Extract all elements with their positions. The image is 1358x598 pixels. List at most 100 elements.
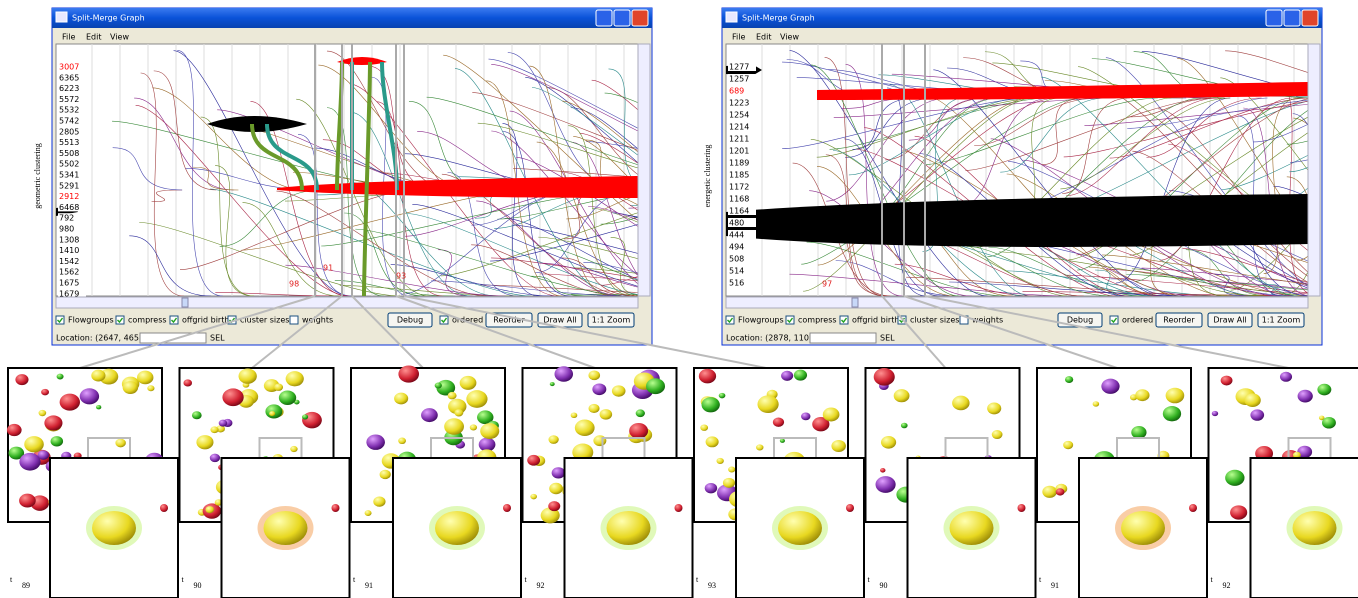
checkbox-label[interactable]: weights xyxy=(972,316,1003,325)
button-label[interactable]: 1:1 Zoom xyxy=(1262,316,1301,325)
button-label[interactable]: Debug xyxy=(397,316,423,325)
cluster-label[interactable]: 2805 xyxy=(59,127,79,136)
horizontal-scrollbar[interactable] xyxy=(55,296,639,309)
cluster-label[interactable]: 1189 xyxy=(729,159,749,168)
cluster-label[interactable]: 5572 xyxy=(59,95,79,104)
checkbox-label[interactable]: ordered xyxy=(1122,316,1153,325)
checkbox-label[interactable]: cluster sizes xyxy=(240,316,289,325)
cluster-label[interactable]: 480 xyxy=(729,219,744,228)
menu-item[interactable]: View xyxy=(780,33,799,42)
button-label[interactable]: Debug xyxy=(1067,316,1093,325)
cluster-label[interactable]: 5291 xyxy=(59,181,79,190)
button-label[interactable]: Draw All xyxy=(1213,316,1246,325)
cluster-label[interactable]: 5532 xyxy=(59,106,79,115)
checkbox[interactable] xyxy=(839,315,849,325)
cluster-label[interactable]: 1164 xyxy=(729,207,749,216)
scroll-thumb[interactable] xyxy=(851,297,859,308)
cluster-label[interactable]: 1308 xyxy=(59,235,79,244)
button[interactable] xyxy=(587,312,635,328)
cluster-label[interactable]: 1257 xyxy=(729,75,749,84)
vertical-scrollbar[interactable] xyxy=(637,43,651,297)
cluster-label[interactable]: 792 xyxy=(59,214,74,223)
cluster-blob xyxy=(949,511,994,545)
menu-item[interactable]: Edit xyxy=(756,33,772,42)
cluster-label[interactable]: 1675 xyxy=(59,279,79,288)
cluster-label[interactable]: 1223 xyxy=(729,99,749,108)
checkbox[interactable] xyxy=(169,315,179,325)
cluster-label[interactable]: 6365 xyxy=(59,73,79,82)
checkbox-label[interactable]: ordered xyxy=(452,316,483,325)
cluster-label[interactable]: 508 xyxy=(729,255,744,264)
cluster-label[interactable]: 5742 xyxy=(59,117,79,126)
cluster-label[interactable]: 1542 xyxy=(59,257,79,266)
menu-item[interactable]: Edit xyxy=(86,33,102,42)
cluster-label[interactable]: 1277 xyxy=(729,63,749,72)
checkbox-label[interactable]: Flowgroups xyxy=(738,316,784,325)
checkbox-label[interactable]: offgrid birth xyxy=(852,316,899,325)
cluster-label[interactable]: 689 xyxy=(729,87,744,96)
button-label[interactable]: Reorder xyxy=(1163,316,1195,325)
cluster-label[interactable]: 6468 xyxy=(59,203,79,212)
cluster-label[interactable]: 1168 xyxy=(729,195,749,204)
menu-item[interactable]: File xyxy=(732,33,745,42)
maximize-button[interactable] xyxy=(613,9,631,27)
cluster-label[interactable]: 5341 xyxy=(59,171,79,180)
checkbox[interactable] xyxy=(289,315,299,325)
cluster-label[interactable]: 516 xyxy=(729,279,744,288)
button-label[interactable]: 1:1 Zoom xyxy=(592,316,631,325)
close-button[interactable] xyxy=(631,9,649,27)
cluster-label[interactable]: 980 xyxy=(59,225,74,234)
cluster-label[interactable]: 1410 xyxy=(59,246,79,255)
cluster-label[interactable]: 1254 xyxy=(729,111,749,120)
cluster-label[interactable]: 2912 xyxy=(59,192,79,201)
cluster-label[interactable]: 444 xyxy=(729,231,744,240)
flow-curve xyxy=(608,194,638,206)
button[interactable] xyxy=(1207,312,1253,328)
cluster-label[interactable]: 1201 xyxy=(729,147,749,156)
checkbox-label[interactable]: weights xyxy=(302,316,333,325)
checkbox-label[interactable]: Flowgroups xyxy=(68,316,114,325)
button-label[interactable]: Draw All xyxy=(543,316,576,325)
horizontal-scrollbar[interactable] xyxy=(725,296,1309,309)
app-window: Split-Merge Graph File Edit View 1277 1257 689… xyxy=(721,7,1323,346)
cluster-label[interactable]: 1172 xyxy=(729,183,749,192)
cluster-label[interactable]: 1679 xyxy=(59,289,79,298)
cluster-label[interactable]: 1185 xyxy=(729,171,749,180)
cluster-label[interactable]: 1211 xyxy=(729,135,749,144)
checkbox[interactable] xyxy=(55,315,65,325)
checkbox[interactable] xyxy=(1109,315,1119,325)
checkbox-label[interactable]: offgrid birth xyxy=(182,316,229,325)
cluster-label[interactable]: 3007 xyxy=(59,63,79,72)
checkbox[interactable] xyxy=(115,315,125,325)
cluster-label[interactable]: 6223 xyxy=(59,84,79,93)
flow-curve xyxy=(1110,278,1188,296)
button[interactable] xyxy=(1257,312,1305,328)
menu-item[interactable]: File xyxy=(62,33,75,42)
cluster-label[interactable]: 5508 xyxy=(59,149,79,158)
scroll-thumb[interactable] xyxy=(181,297,189,308)
menu-item[interactable]: View xyxy=(110,33,129,42)
close-button[interactable] xyxy=(1301,9,1319,27)
minimize-button[interactable] xyxy=(1265,9,1283,27)
flow-curve xyxy=(1066,274,1308,295)
minimize-button[interactable] xyxy=(595,9,613,27)
checkbox-label[interactable]: compress xyxy=(798,316,837,325)
cluster-label[interactable]: 5502 xyxy=(59,160,79,169)
button-label[interactable]: Reorder xyxy=(493,316,525,325)
button[interactable] xyxy=(485,312,533,328)
cluster-label[interactable]: 514 xyxy=(729,267,744,276)
checkbox[interactable] xyxy=(725,315,735,325)
checkbox-label[interactable]: cluster sizes xyxy=(910,316,959,325)
cluster-label[interactable]: 494 xyxy=(729,243,744,252)
checkbox[interactable] xyxy=(785,315,795,325)
cluster-label[interactable]: 1214 xyxy=(729,123,749,132)
maximize-button[interactable] xyxy=(1283,9,1301,27)
cluster-label[interactable]: 5513 xyxy=(59,138,79,147)
vertical-scrollbar[interactable] xyxy=(1307,43,1321,297)
checkbox[interactable] xyxy=(439,315,449,325)
flow-curve xyxy=(431,280,627,296)
checkbox-label[interactable]: compress xyxy=(128,316,167,325)
button[interactable] xyxy=(1155,312,1203,328)
cluster-label[interactable]: 1562 xyxy=(59,268,79,277)
button[interactable] xyxy=(387,312,433,328)
